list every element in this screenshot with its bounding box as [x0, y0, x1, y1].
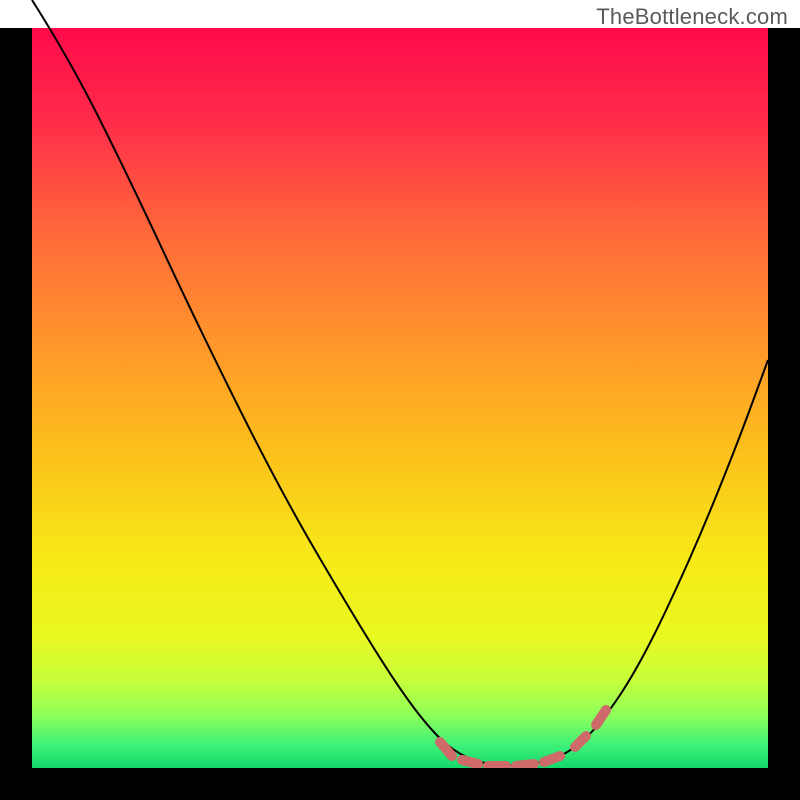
bottleneck-chart [0, 0, 800, 800]
chart-frame: TheBottleneck.com [0, 0, 800, 800]
plot-background [32, 28, 768, 768]
watermark-text: TheBottleneck.com [596, 4, 788, 30]
